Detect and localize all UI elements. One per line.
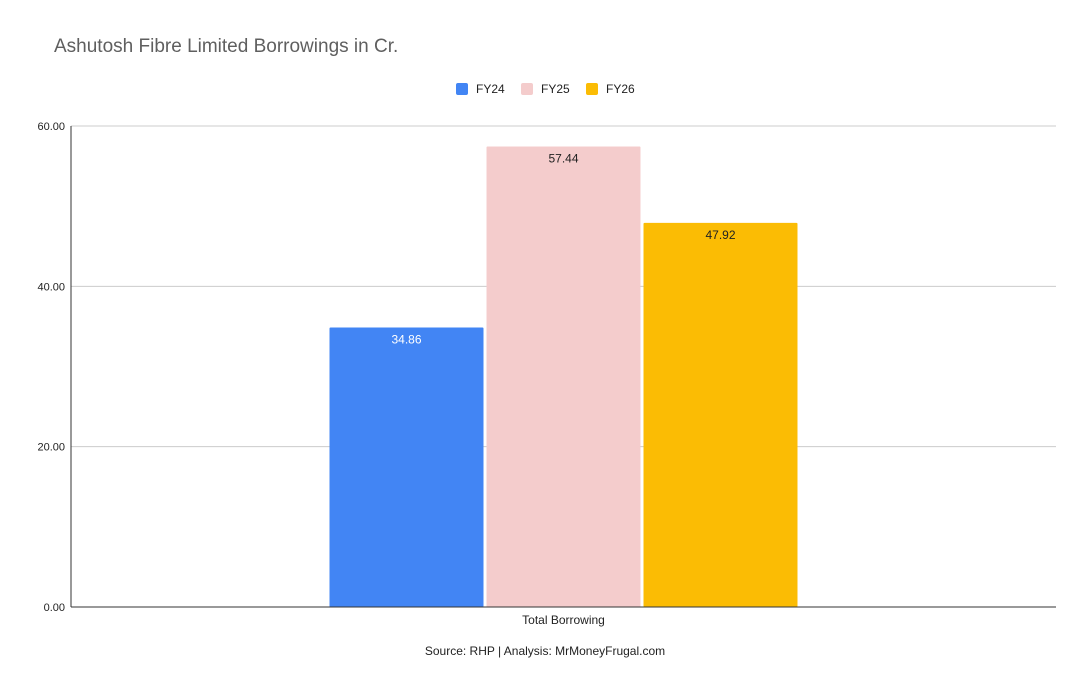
chart-title: Ashutosh Fibre Limited Borrowings in Cr. [54,36,399,57]
legend-label: FY26 [606,82,635,96]
data-label: 57.44 [548,152,578,166]
legend-swatch [521,83,533,95]
y-tick-label: 60.00 [37,121,65,133]
y-tick-label: 0.00 [44,602,65,614]
legend-item-fy25: FY25 [521,81,570,97]
legend-item-fy24: FY24 [456,81,505,97]
y-tick-label: 20.00 [37,442,65,454]
legend-item-fy26: FY26 [586,81,635,97]
x-tick-label: Total Borrowing [522,613,605,627]
bar-fy25 [486,146,641,608]
source-note: Source: RHP | Analysis: MrMoneyFrugal.co… [424,644,666,658]
legend-label: FY25 [541,82,570,96]
legend-swatch [586,83,598,95]
data-label: 47.92 [705,228,735,242]
legend: FY24 FY25 FY26 [0,81,1090,97]
bar-fy24 [329,327,484,607]
legend-swatch [456,83,468,95]
bar-fy26 [643,222,798,607]
y-tick-label: 40.00 [37,281,65,293]
data-label: 34.86 [391,333,421,347]
legend-label: FY24 [476,82,505,96]
